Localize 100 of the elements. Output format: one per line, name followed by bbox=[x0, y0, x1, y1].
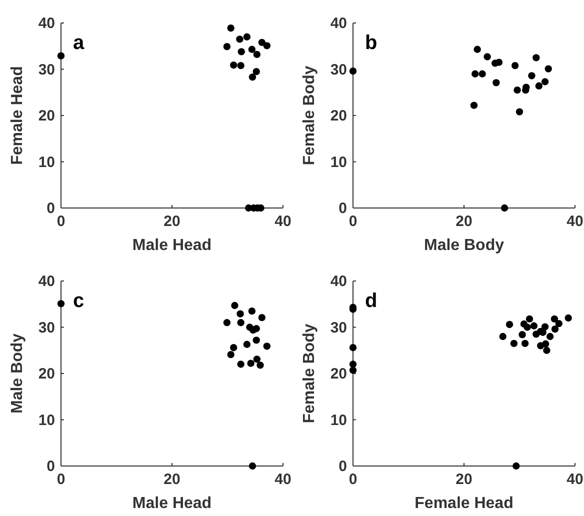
point bbox=[524, 324, 531, 331]
point bbox=[551, 326, 559, 333]
y-tick-label: 0 bbox=[338, 458, 347, 475]
point bbox=[470, 102, 478, 109]
point bbox=[349, 344, 357, 352]
y-tick-label: 30 bbox=[38, 61, 55, 78]
point bbox=[514, 86, 521, 94]
y-tick-label: 20 bbox=[330, 108, 347, 124]
point bbox=[478, 70, 486, 78]
point bbox=[256, 362, 264, 369]
y-tick-label: 0 bbox=[46, 200, 55, 217]
y-tick-label: 10 bbox=[38, 412, 55, 429]
point bbox=[535, 82, 543, 90]
y-axis-title: Male Body bbox=[9, 333, 26, 414]
point bbox=[349, 366, 357, 374]
point bbox=[484, 53, 491, 60]
point bbox=[248, 74, 256, 81]
x-tick-label: 40 bbox=[566, 213, 584, 230]
point bbox=[518, 331, 526, 338]
x-axis-title: Male Body bbox=[424, 237, 504, 254]
point bbox=[500, 204, 508, 212]
point bbox=[510, 340, 518, 348]
y-tick-label: 10 bbox=[330, 154, 347, 171]
point bbox=[247, 360, 254, 367]
point bbox=[258, 38, 266, 46]
point bbox=[499, 332, 506, 340]
x-axis-title: Female Head bbox=[414, 495, 514, 512]
point bbox=[248, 307, 256, 315]
point bbox=[492, 79, 500, 86]
point bbox=[227, 350, 234, 358]
point bbox=[555, 320, 563, 328]
y-tick-label: 20 bbox=[330, 366, 347, 382]
x-tick-label: 20 bbox=[164, 213, 180, 230]
point bbox=[223, 319, 231, 326]
point bbox=[506, 320, 514, 328]
y-axis-title: Female Body bbox=[301, 324, 318, 424]
x-tick-label: 20 bbox=[456, 471, 472, 488]
point bbox=[243, 340, 251, 348]
point bbox=[57, 52, 65, 60]
point bbox=[243, 33, 251, 40]
point bbox=[230, 61, 238, 69]
point bbox=[236, 310, 244, 318]
point bbox=[263, 342, 271, 350]
y-tick-label: 20 bbox=[38, 366, 55, 382]
point bbox=[258, 314, 266, 322]
point bbox=[237, 62, 244, 70]
chart-title: b bbox=[365, 32, 378, 54]
point bbox=[530, 322, 538, 330]
y-tick-label: 40 bbox=[330, 15, 347, 32]
point bbox=[236, 36, 244, 43]
point bbox=[231, 302, 238, 310]
point bbox=[253, 50, 261, 58]
x-axis-title: Male Head bbox=[132, 495, 212, 512]
point bbox=[546, 332, 554, 340]
point bbox=[495, 58, 503, 66]
point bbox=[57, 300, 65, 308]
point bbox=[252, 336, 260, 344]
point bbox=[474, 46, 481, 53]
point bbox=[252, 68, 260, 76]
point bbox=[521, 340, 529, 348]
point bbox=[542, 340, 550, 348]
y-tick-label: 40 bbox=[38, 273, 55, 290]
point bbox=[252, 325, 260, 332]
x-tick-label: 40 bbox=[274, 213, 292, 230]
point bbox=[516, 108, 524, 116]
point bbox=[541, 323, 549, 330]
point bbox=[237, 319, 244, 326]
point bbox=[511, 62, 519, 70]
x-tick-label: 20 bbox=[164, 471, 180, 488]
point bbox=[349, 68, 357, 75]
point bbox=[512, 462, 520, 470]
y-tick-label: 20 bbox=[38, 108, 55, 124]
point bbox=[543, 346, 550, 354]
point bbox=[472, 70, 479, 78]
point bbox=[263, 42, 271, 50]
point bbox=[349, 360, 357, 368]
x-tick-label: 40 bbox=[566, 471, 584, 488]
y-tick-label: 0 bbox=[46, 458, 55, 475]
point bbox=[230, 344, 238, 352]
point bbox=[564, 314, 572, 322]
y-tick-label: 40 bbox=[38, 15, 55, 32]
point bbox=[526, 315, 534, 323]
point bbox=[238, 48, 245, 56]
y-axis-title: Female Head bbox=[9, 66, 26, 165]
x-tick-label: 20 bbox=[456, 213, 472, 230]
point bbox=[237, 360, 244, 368]
chart-title: d bbox=[365, 290, 378, 312]
y-tick-label: 30 bbox=[330, 61, 347, 78]
point bbox=[544, 65, 552, 72]
y-tick-label: 10 bbox=[38, 154, 55, 171]
point bbox=[528, 72, 536, 80]
point bbox=[248, 462, 256, 470]
y-tick-label: 30 bbox=[330, 319, 347, 336]
point bbox=[223, 42, 231, 50]
x-tick-label: 40 bbox=[274, 471, 292, 488]
y-tick-label: 10 bbox=[330, 412, 347, 429]
point bbox=[550, 315, 558, 323]
y-tick-label: 40 bbox=[330, 273, 347, 290]
chart-title: c bbox=[73, 290, 84, 312]
point bbox=[253, 356, 261, 363]
